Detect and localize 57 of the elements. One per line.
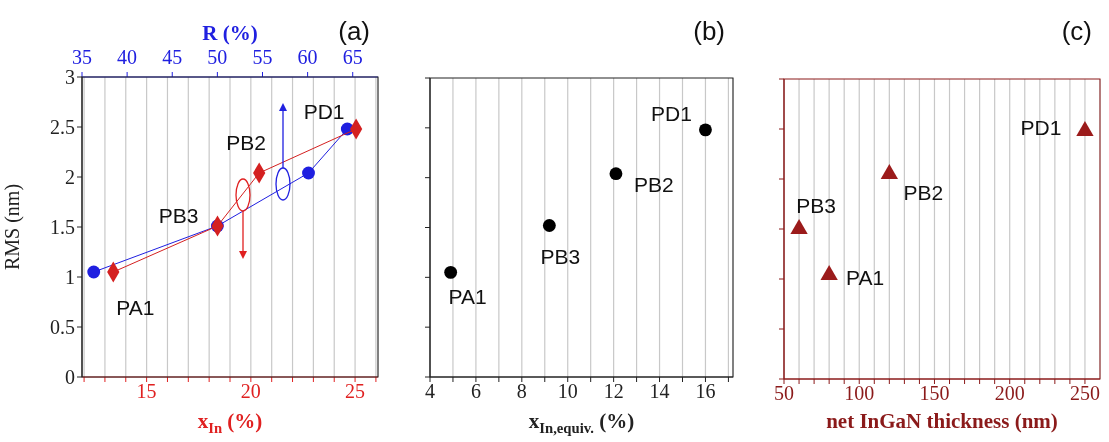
x-axis-title: net InGaN thickness (nm) [826,409,1058,433]
x2-tick-label: 55 [252,46,273,68]
annotation: PD1 [1020,116,1062,139]
annotation: PB3 [796,194,836,217]
x2-tick-label: 65 [342,46,363,68]
chart-title: (b) [693,16,725,46]
annotation: PD1 [303,100,345,123]
annotation: PB2 [634,172,674,196]
y-tick-label: 2 [65,166,75,189]
point [444,265,458,279]
x2-tick-label: 45 [162,46,183,68]
x-tick-label: 16 [695,380,716,403]
annotation: PA1 [846,266,885,289]
annotation: PA1 [448,285,487,309]
x-tick-label: 4 [425,380,435,403]
point [542,219,556,232]
x2-tick-label: 40 [117,46,138,68]
annotation: PB3 [540,244,581,268]
x-tick-label: 8 [516,380,527,403]
annotation: PB2 [903,181,944,204]
annotation: PB3 [158,204,199,227]
annotation: PA1 [116,296,155,319]
y-tick-label: 0 [65,366,75,389]
x-tick-label: 25 [345,380,366,403]
y-axis-title: RMS (nm) [1,183,25,271]
point [880,164,898,179]
y-tick-label: 2.5 [50,116,75,139]
x-tick-label: 20 [240,380,261,403]
x2-axis-title: R (%) [202,21,258,45]
x-tick-label: 100 [844,382,875,405]
x-tick-label: 10 [557,380,578,403]
x-tick-label: 14 [649,380,670,403]
x-tick-label: 250 [1069,382,1100,405]
x2-tick-label: 60 [297,46,318,68]
point [790,219,808,234]
chart-title: (c) [1061,16,1092,46]
chart-title: (a) [338,16,370,46]
x-axis-title: x$_{In,equiv.}$ (%) [528,409,635,436]
annotation: PB2 [226,131,267,154]
x-tick-label: 15 [136,380,157,403]
x-axis-title: x$_{In}$ (%) [197,409,263,436]
annotation: PD1 [651,101,692,125]
x-tick-label: 50 [774,382,794,405]
y-tick-label: 1 [65,266,75,289]
x2-tick-label: 50 [207,46,228,68]
point [820,265,838,280]
x2-tick-label: 35 [72,46,92,68]
y-tick-label: 1.5 [50,216,75,239]
y-tick-label: 3 [65,66,75,89]
point [609,167,623,181]
point [1076,121,1094,136]
x-tick-label: 200 [994,382,1025,405]
y-tick-label: 0.5 [50,316,75,339]
x-tick-label: 150 [919,382,950,405]
x-tick-label: 12 [603,380,624,403]
x-tick-label: 6 [470,380,481,403]
point [699,123,712,137]
